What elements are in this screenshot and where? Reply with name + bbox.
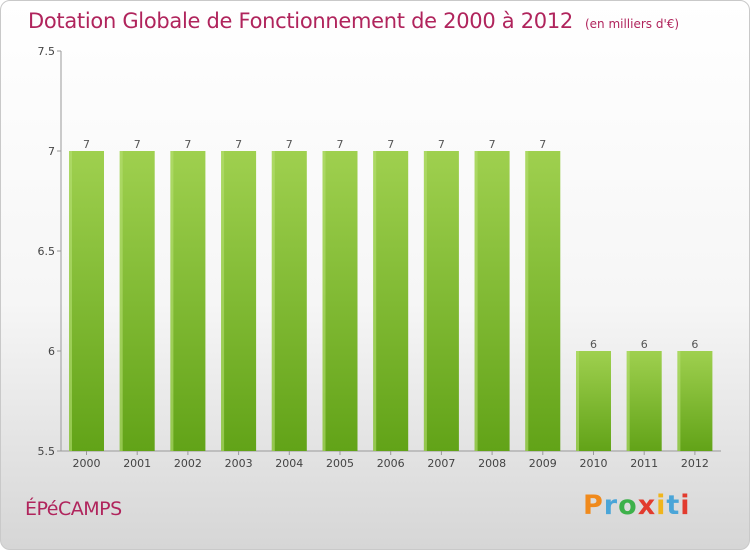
logo-letter: r (603, 490, 619, 521)
x-tick-label: 2007 (427, 457, 455, 470)
bar-value-label: 7 (286, 138, 293, 151)
logo-letter: x (637, 490, 657, 521)
bar-value-label: 7 (489, 138, 496, 151)
bar-highlight (322, 151, 326, 451)
bar-highlight (119, 151, 123, 451)
y-tick-label: 7.5 (38, 45, 56, 58)
logo-letter: P (583, 490, 604, 521)
bar (576, 351, 611, 451)
bar-value-label: 7 (438, 138, 445, 151)
chart-title: Dotation Globale de Fonctionnement de 20… (28, 9, 679, 33)
chart-title-text: Dotation Globale de Fonctionnement de 20… (28, 9, 573, 33)
bar-value-label: 7 (134, 138, 141, 151)
bar-value-label: 6 (641, 338, 648, 351)
x-tick-label: 2009 (529, 457, 557, 470)
bar (677, 351, 713, 451)
bar (423, 151, 459, 451)
logo-letter: i (680, 490, 691, 521)
bars: 7 7 7 7 7 7 7 7 7 7 6 6 6 (69, 138, 713, 451)
bar-highlight (373, 151, 377, 451)
x-tick-label: 2008 (478, 457, 506, 470)
bar (271, 151, 307, 451)
bar-highlight (677, 351, 681, 451)
x-tick-label: 2000 (73, 457, 101, 470)
x-tick-label: 2005 (326, 457, 354, 470)
bar-value-label: 7 (337, 138, 344, 151)
bar (170, 151, 206, 451)
y-tick-label: 5.5 (38, 445, 56, 458)
x-tick-label: 2006 (377, 457, 405, 470)
bar-value-label: 7 (83, 138, 90, 151)
chart-subtitle: (en milliers d'€) (584, 17, 680, 31)
bar-highlight (69, 151, 72, 451)
bar-value-label: 7 (387, 138, 394, 151)
bar-highlight (525, 151, 529, 451)
x-tick-label: 2002 (174, 457, 202, 470)
x-tick-label: 2001 (123, 457, 151, 470)
x-tick-label: 2010 (580, 457, 608, 470)
bar (474, 151, 510, 451)
bar-value-label: 7 (235, 138, 242, 151)
axes: 5.5 6 6.5 7 7.5 2000 2001 2002 2003 2004 2005 2006 2… (38, 45, 721, 470)
bar-highlight (474, 151, 478, 451)
x-tick-label: 2004 (275, 457, 303, 470)
bar (322, 151, 358, 451)
bar-value-label: 7 (184, 138, 191, 151)
proxiti-logo[interactable]: Proxiti (583, 490, 691, 521)
bar (373, 151, 409, 451)
x-tick-label: 2011 (630, 457, 658, 470)
bar-value-label: 6 (590, 338, 597, 351)
logo-letter: i (656, 490, 667, 521)
logo-letter: t (666, 490, 681, 521)
bar (69, 151, 104, 451)
bar (221, 151, 257, 451)
bar-highlight (221, 151, 225, 451)
bar-value-label: 7 (539, 138, 546, 151)
y-tick-label: 6 (48, 345, 55, 358)
x-tick-label: 2012 (681, 457, 709, 470)
y-tick-label: 7 (48, 145, 55, 158)
y-tick-label: 6.5 (38, 245, 56, 258)
bar-highlight (626, 351, 630, 451)
commune-name: ÉPéCAMPS (25, 498, 122, 520)
bar (119, 151, 155, 451)
bar-highlight (576, 351, 579, 451)
bar-highlight (423, 151, 427, 451)
bar-highlight (170, 151, 174, 451)
bar (525, 151, 561, 451)
bar-highlight (271, 151, 275, 451)
logo-letter: o (618, 490, 638, 521)
x-tick-label: 2003 (225, 457, 253, 470)
bar-value-label: 6 (691, 338, 698, 351)
bar (626, 351, 662, 451)
